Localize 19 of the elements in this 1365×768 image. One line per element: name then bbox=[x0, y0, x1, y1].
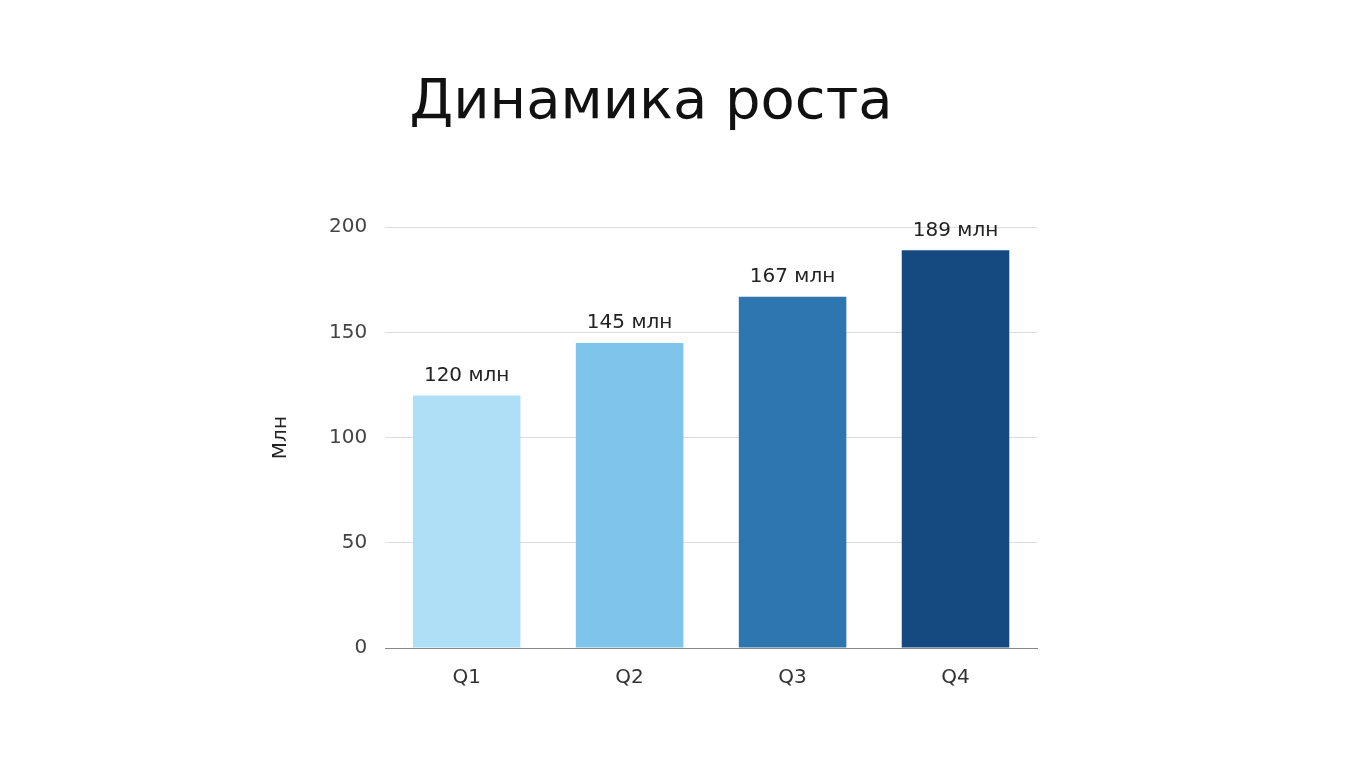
y-tick-label: 150 bbox=[328, 318, 368, 343]
y-tick-label: 0 bbox=[354, 634, 368, 659]
bar bbox=[575, 342, 684, 648]
data-label: 167 млн bbox=[749, 262, 836, 287]
x-tick-label: Q2 bbox=[615, 664, 644, 689]
y-tick-label: 100 bbox=[328, 423, 368, 448]
data-label: 189 млн bbox=[912, 216, 999, 241]
bar bbox=[901, 250, 1010, 648]
bar bbox=[738, 296, 847, 648]
x-tick-label: Q3 bbox=[778, 664, 807, 689]
x-tick-label: Q4 bbox=[941, 664, 970, 689]
bar bbox=[412, 395, 521, 648]
y-tick-label: 200 bbox=[328, 213, 368, 238]
y-axis-title: Млн bbox=[267, 416, 292, 460]
data-label: 145 млн bbox=[586, 309, 673, 334]
y-tick-label: 50 bbox=[341, 529, 368, 553]
chart-title: Динамика роста bbox=[409, 66, 893, 132]
x-tick-label: Q1 bbox=[452, 664, 481, 689]
data-label: 120 млн bbox=[423, 361, 510, 386]
